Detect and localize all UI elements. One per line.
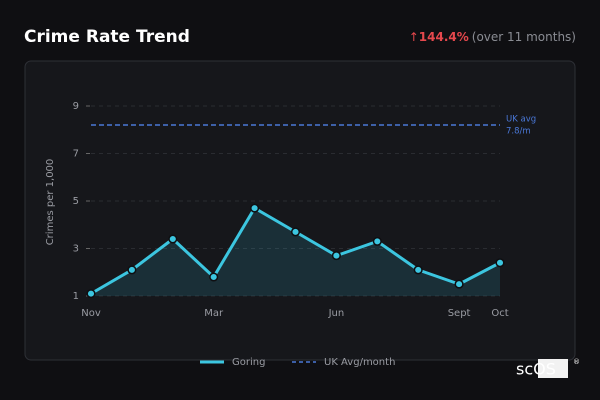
legend: Goring UK Avg/month (200, 357, 395, 368)
y-tick-label: 7 (73, 149, 79, 160)
reference-annotation: UK avg (506, 115, 536, 125)
legend-label: Goring (232, 357, 265, 368)
change-arrow: ↑ (409, 30, 419, 44)
legend-label: UK Avg/month (324, 357, 395, 368)
change-period: (over 11 months) (472, 30, 576, 44)
reference-annotation: 7.8/m (506, 127, 531, 137)
y-tick-label: 9 (73, 101, 79, 112)
y-tick-label: 3 (73, 244, 79, 255)
y-tick-label: 5 (73, 196, 79, 207)
y-tick-label: 1 (73, 291, 79, 302)
point (290, 227, 301, 237)
y-axis-label: Crimes per 1,000 (45, 159, 56, 246)
point (209, 272, 219, 282)
chart-title: Crime Rate Trend (24, 27, 190, 47)
change-value: 144.4% (419, 30, 469, 44)
point (250, 203, 260, 213)
plot-panel (24, 60, 576, 361)
point (372, 236, 382, 246)
change-note: ↑144.4% (over 11 months) (409, 30, 576, 44)
point (331, 251, 341, 261)
brand-box (538, 359, 568, 378)
x-tick-label: Sept (448, 308, 471, 319)
x-tick-label: Jun (328, 308, 345, 319)
x-tick-label: Oct (491, 308, 508, 319)
point (86, 289, 96, 299)
x-tick-label: Mar (204, 308, 224, 319)
area (91, 208, 500, 296)
plot: 1 3 5 7 9 Nov Mar Jun Sept Oct UK avg 7.8/m (73, 101, 537, 319)
brand-mark: ® (573, 358, 580, 366)
point (454, 279, 464, 289)
brand-logo: scOS (516, 360, 556, 379)
point (413, 265, 423, 275)
point (168, 234, 178, 244)
point (127, 265, 137, 275)
x-tick-label: Nov (81, 308, 101, 319)
point (495, 258, 505, 268)
